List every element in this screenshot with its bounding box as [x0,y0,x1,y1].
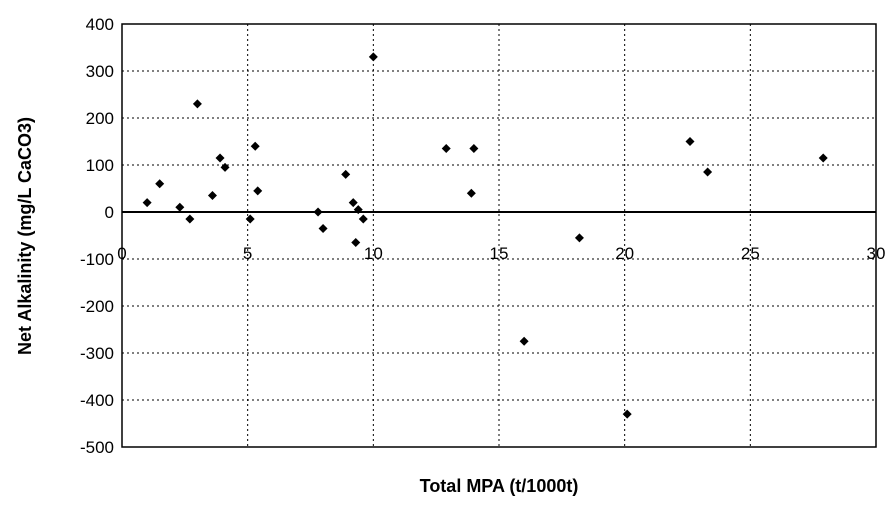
x-tick-label: 20 [615,244,634,263]
data-point [250,141,260,151]
data-point [341,169,351,179]
data-point [245,214,255,224]
x-tick-label: 10 [364,244,383,263]
data-point [358,214,368,224]
y-tick-label: 300 [86,62,114,81]
y-tick-label: 0 [105,203,114,222]
gridlines [122,24,876,447]
data-point [469,144,479,154]
data-point [574,233,584,243]
y-tick-label: -200 [80,297,114,316]
data-point [622,409,632,419]
x-tick-label: 15 [490,244,509,263]
y-tick-label: 200 [86,109,114,128]
y-tick-label: 400 [86,15,114,34]
y-tick-labels: 400 300 200 100 0 -100 -200 -300 -400 -500 [80,15,114,457]
y-tick-label: -500 [80,438,114,457]
x-tick-label: 0 [117,244,126,263]
data-point [703,167,713,177]
data-point [348,198,358,208]
data-point [142,198,152,208]
data-points [142,52,828,419]
y-tick-label: 100 [86,156,114,175]
y-axis-title: Net Alkalinity (mg/L CaCO3) [15,117,35,355]
data-point [313,207,323,217]
data-point [685,137,695,146]
x-tick-labels: 0 5 10 15 20 25 30 [117,244,885,263]
y-tick-label: -300 [80,344,114,363]
data-point [368,52,378,62]
data-point [818,153,828,163]
y-tick-label: -400 [80,391,114,410]
data-point [220,162,230,172]
data-point [175,202,185,212]
data-point [155,179,165,189]
data-point [466,188,476,198]
data-point [253,186,263,196]
x-tick-label: 25 [741,244,760,263]
data-point [192,99,202,109]
x-axis-title: Total MPA (t/1000t) [420,476,579,496]
data-point [353,205,363,215]
data-point [207,191,217,201]
data-point [215,153,225,163]
data-point [519,336,529,346]
data-point [351,238,361,248]
data-point [441,144,451,154]
y-tick-label: -100 [80,250,114,269]
x-tick-label: 30 [867,244,886,263]
data-point [185,214,195,224]
x-tick-label: 5 [243,244,252,263]
data-point [318,223,328,233]
